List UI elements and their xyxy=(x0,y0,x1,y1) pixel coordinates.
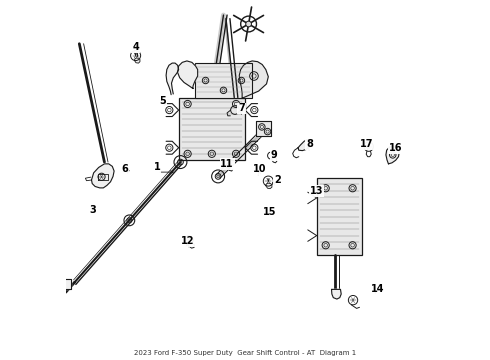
Text: 12: 12 xyxy=(181,236,195,246)
Text: 2023 Ford F-350 Super Duty  Gear Shift Control - AT  Diagram 1: 2023 Ford F-350 Super Duty Gear Shift Co… xyxy=(134,350,356,356)
Text: 16: 16 xyxy=(389,143,402,153)
Text: 9: 9 xyxy=(270,150,277,160)
Polygon shape xyxy=(92,164,114,188)
Text: 5: 5 xyxy=(159,96,166,106)
Text: 17: 17 xyxy=(360,139,374,149)
Polygon shape xyxy=(386,146,399,164)
Polygon shape xyxy=(64,279,71,289)
Circle shape xyxy=(245,21,251,27)
Polygon shape xyxy=(177,61,197,89)
Polygon shape xyxy=(239,61,269,98)
Text: 7: 7 xyxy=(238,103,245,113)
Polygon shape xyxy=(332,289,341,299)
Text: 2: 2 xyxy=(274,175,281,185)
Text: 11: 11 xyxy=(220,159,234,169)
Bar xyxy=(195,63,252,98)
Text: 1: 1 xyxy=(154,162,161,172)
Polygon shape xyxy=(298,140,312,150)
Text: 4: 4 xyxy=(132,42,139,52)
Bar xyxy=(179,98,245,160)
Polygon shape xyxy=(135,58,140,63)
Polygon shape xyxy=(166,63,179,95)
Polygon shape xyxy=(256,121,271,136)
Text: 3: 3 xyxy=(89,206,96,216)
Text: 6: 6 xyxy=(122,164,128,174)
Text: 10: 10 xyxy=(252,164,266,174)
Text: 13: 13 xyxy=(310,186,323,196)
Polygon shape xyxy=(266,183,272,189)
Text: 8: 8 xyxy=(306,139,313,149)
Bar xyxy=(317,178,362,255)
Text: 14: 14 xyxy=(371,284,385,294)
Text: 15: 15 xyxy=(263,207,277,217)
